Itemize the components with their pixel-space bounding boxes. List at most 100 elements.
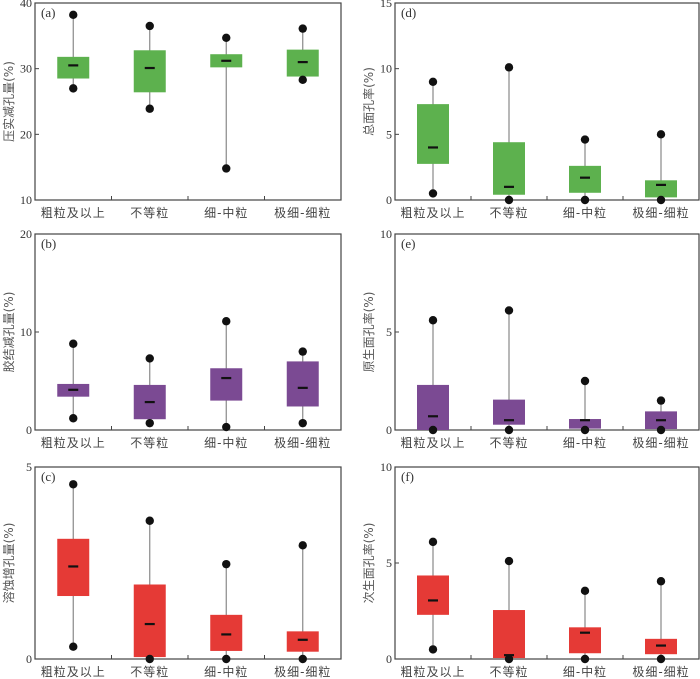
min-point [298,654,307,664]
max-point [504,63,514,72]
box-4 [286,24,319,85]
min-point [222,422,231,432]
iqr-box [210,368,243,401]
max-point [428,537,438,547]
min-point [580,425,590,435]
min-point [222,654,231,664]
iqr-box [57,56,90,79]
y-axis-label: 总面孔率(%) [361,67,376,136]
x-category-label: 不等粒 [489,205,528,220]
min-point [428,645,438,654]
max-point [69,480,78,489]
x-category-label: 细-中粒 [563,435,607,450]
y-axis-label: 溶蚀增孔量(%) [1,523,16,604]
x-category-label: 极细-细粒 [632,435,689,450]
panel-label: (c) [41,469,55,484]
iqr-box [133,50,166,93]
box-1 [417,316,449,435]
plot-frame [34,2,342,201]
x-category-label: 细-中粒 [204,435,248,450]
plot-frame [394,466,700,660]
y-axis-label: 次生面孔率(%) [361,523,376,604]
max-point [656,396,666,405]
box-1 [57,10,90,93]
min-point [145,654,154,664]
min-point [298,418,307,428]
box-3 [210,559,243,664]
box-4 [286,347,319,428]
y-tick-label: 0 [26,652,32,666]
max-point [428,316,438,325]
y-tick-label: 20 [20,127,32,141]
max-point [298,347,307,356]
iqr-box [286,361,319,407]
box-1 [417,537,449,654]
box-3 [210,33,243,173]
y-tick-label: 5 [26,460,32,474]
box-2 [133,516,166,664]
max-point [298,24,307,33]
x-category-label: 粗粒及以上 [400,205,465,220]
panel-label: (b) [41,236,56,251]
max-point [69,10,78,20]
y-tick-label: 10 [380,227,392,241]
iqr-box [417,384,449,430]
min-point [69,414,78,423]
iqr-box [210,614,243,651]
min-point [145,104,154,113]
min-point [145,418,154,428]
max-point [145,516,154,525]
x-category-label: 不等粒 [489,435,528,450]
iqr-box [569,627,601,654]
min-point [69,642,78,651]
box-2 [493,556,525,664]
x-category-label: 粗粒及以上 [41,664,106,679]
max-point [145,354,154,363]
box-1 [57,339,90,423]
max-point [428,77,438,87]
iqr-box [417,575,449,615]
x-category-label: 不等粒 [130,664,169,679]
max-point [580,586,590,596]
max-point [222,317,231,326]
min-point [580,654,590,664]
x-category-label: 极细-细粒 [632,205,689,220]
y-tick-label: 40 [20,0,32,10]
max-point [656,130,666,139]
max-point [656,577,666,586]
x-category-label: 细-中粒 [204,664,248,679]
iqr-box [569,419,601,429]
y-tick-label: 5 [386,127,392,141]
min-point [504,654,514,664]
x-category-label: 细-中粒 [204,205,248,220]
y-tick-label: 30 [20,62,32,76]
x-category-label: 极细-细粒 [274,435,331,450]
max-point [145,21,154,31]
y-tick-label: 5 [386,556,392,570]
box-4 [645,396,677,435]
min-point [69,84,78,93]
box-1 [57,480,90,651]
x-category-label: 极细-细粒 [274,664,331,679]
y-tick-label: 10 [380,460,392,474]
y-axis-label: 压实减孔量(%) [1,61,16,142]
y-tick-label: 20 [20,227,32,241]
min-point [428,189,438,198]
box-4 [286,541,319,664]
panel-label: (f) [401,469,414,484]
max-point [298,541,307,550]
panel-c: (c) 0 5 溶蚀增孔量(%) 粗粒及以上 不等粒 细-中粒 极细-细粒 [1,460,342,679]
iqr-box [133,584,166,658]
box-2 [133,21,166,113]
box-4 [645,577,677,664]
iqr-box [417,104,449,164]
max-point [504,306,514,315]
x-category-label: 极细-细粒 [632,664,689,679]
min-point [298,75,307,85]
min-point [656,654,666,664]
box-2 [493,306,525,435]
box-4 [645,130,677,205]
y-tick-label: 10 [380,62,392,76]
x-category-label: 极细-细粒 [274,205,331,220]
